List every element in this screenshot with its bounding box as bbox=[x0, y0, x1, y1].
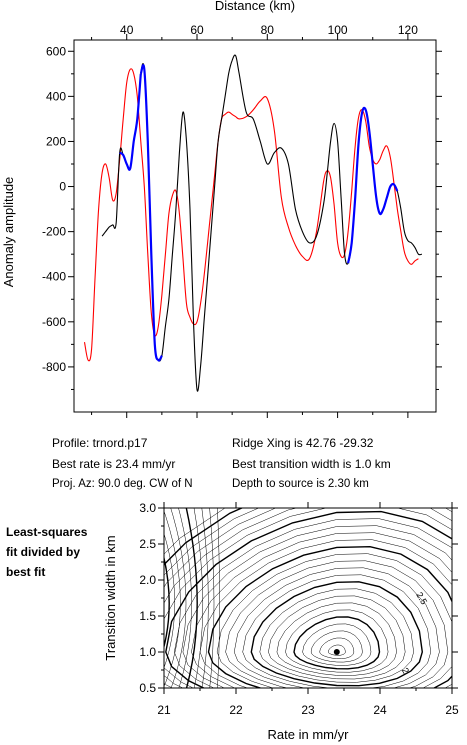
contour-y-tick-label: 2.0 bbox=[139, 573, 156, 587]
contour-line bbox=[164, 508, 244, 566]
y-tick-label: 0 bbox=[59, 180, 66, 194]
contour-trough-line bbox=[201, 508, 209, 688]
contour-line bbox=[207, 545, 452, 688]
contour-trough-line bbox=[185, 508, 198, 688]
y-tick-label: -800 bbox=[42, 360, 66, 374]
top-y-axis-label: Anomaly amplitude bbox=[1, 177, 16, 288]
contour-line bbox=[302, 623, 372, 666]
top-x-tick-label: 40 bbox=[120, 23, 134, 37]
contour-y-tick-label: 2.5 bbox=[139, 537, 156, 551]
contour-x-tick-label: 21 bbox=[157, 703, 171, 717]
contour-y-tick-label: 1.5 bbox=[139, 609, 156, 623]
side-note-line-3: best fit bbox=[6, 565, 46, 579]
contour-line bbox=[268, 595, 406, 680]
contour-plot-frame bbox=[163, 507, 453, 689]
top-x-tick-label: 120 bbox=[398, 23, 418, 37]
top-x-tick-label: 60 bbox=[190, 23, 204, 37]
ridge-crossing-text: Ridge Xing is 42.76 -29.32 bbox=[232, 436, 374, 450]
contour-line bbox=[225, 560, 449, 688]
contour-x-tick-label: 23 bbox=[301, 703, 315, 717]
contour-trough-line bbox=[164, 510, 181, 688]
contour-line bbox=[164, 508, 452, 688]
y-tick-label: 200 bbox=[46, 134, 66, 148]
contour-x-tick-label: 22 bbox=[229, 703, 243, 717]
contour-trough-line bbox=[217, 508, 220, 688]
best-rate-text: Best rate is 23.4 mm/yr bbox=[52, 457, 176, 471]
contour-line bbox=[310, 630, 363, 663]
contour-y-tick-label: 1.0 bbox=[139, 645, 156, 659]
profile-text: Profile: trnord.p17 bbox=[52, 436, 148, 450]
top-x-tick-label: 100 bbox=[328, 23, 348, 37]
contour-line bbox=[293, 616, 381, 670]
contour-x-axis-label: Rate in mm/yr bbox=[268, 727, 350, 742]
contour-line bbox=[164, 508, 452, 688]
contour-line bbox=[242, 574, 432, 688]
anomaly-profile-chart: Distance (km) Anomaly amplitude 40 60 80 10… bbox=[1, 0, 442, 418]
contour-value-label: 2 bbox=[400, 666, 411, 675]
contour-trough-line bbox=[209, 508, 215, 688]
red-series-line bbox=[83, 68, 419, 362]
y-tick-label: 600 bbox=[46, 44, 66, 58]
best-transition-text: Best transition width is 1.0 km bbox=[232, 457, 391, 471]
contour-line bbox=[165, 510, 452, 688]
depth-to-source-text: Depth to source is 2.30 km bbox=[232, 478, 369, 490]
contour-trough-line bbox=[113, 503, 147, 693]
contour-line bbox=[182, 525, 452, 688]
contour-line bbox=[216, 553, 452, 688]
best-fit-point bbox=[333, 649, 340, 655]
y-tick-label: -600 bbox=[42, 315, 66, 329]
contour-trough-line bbox=[137, 503, 163, 693]
contour-line bbox=[191, 532, 452, 688]
projection-azimuth-text: Proj. Az: 90.0 deg. CW of N bbox=[52, 478, 193, 490]
side-note-line-2: fit divided by bbox=[6, 545, 81, 559]
blue-series-line bbox=[119, 73, 142, 171]
y-tick-label: -400 bbox=[42, 270, 66, 284]
y-tick-label: -200 bbox=[42, 225, 66, 239]
contour-line bbox=[319, 637, 355, 659]
blue-series-line bbox=[347, 106, 399, 264]
contour-line bbox=[259, 588, 414, 683]
contour-y-tick-label: 0.5 bbox=[139, 681, 156, 695]
contour-trough-line bbox=[129, 503, 158, 693]
y-tick-label: 400 bbox=[46, 89, 66, 103]
side-note: Least-squares fit divided by best fit bbox=[6, 522, 106, 582]
contour-trough-line bbox=[164, 532, 175, 669]
top-x-axis-label: Distance (km) bbox=[215, 0, 295, 13]
contour-line bbox=[174, 518, 452, 688]
contour-trough-line bbox=[121, 503, 152, 693]
contour-line bbox=[327, 644, 346, 656]
top-x-tick-label: 80 bbox=[261, 23, 275, 37]
contour-line bbox=[164, 508, 260, 576]
contour-line bbox=[199, 539, 452, 688]
contour-x-tick-label: 25 bbox=[445, 703, 459, 717]
top-plot-frame bbox=[73, 39, 437, 413]
contour-line bbox=[285, 609, 389, 673]
contour-line bbox=[250, 581, 424, 687]
contour-trough-line bbox=[178, 508, 192, 688]
side-note-line-1: Least-squares bbox=[6, 525, 88, 539]
contour-line bbox=[276, 602, 397, 676]
contour-trough-line bbox=[193, 508, 204, 688]
contour-x-tick-label: 24 bbox=[373, 703, 387, 717]
contour-line bbox=[164, 508, 226, 555]
contour-line bbox=[164, 508, 452, 688]
contour-trough-line bbox=[170, 508, 187, 688]
blue-series-line bbox=[139, 64, 163, 362]
contour-trough-line bbox=[164, 555, 170, 650]
contour-y-tick-label: 3.0 bbox=[139, 501, 156, 515]
contour-line bbox=[233, 567, 440, 688]
contour-value-label: 2.5 bbox=[414, 590, 429, 606]
